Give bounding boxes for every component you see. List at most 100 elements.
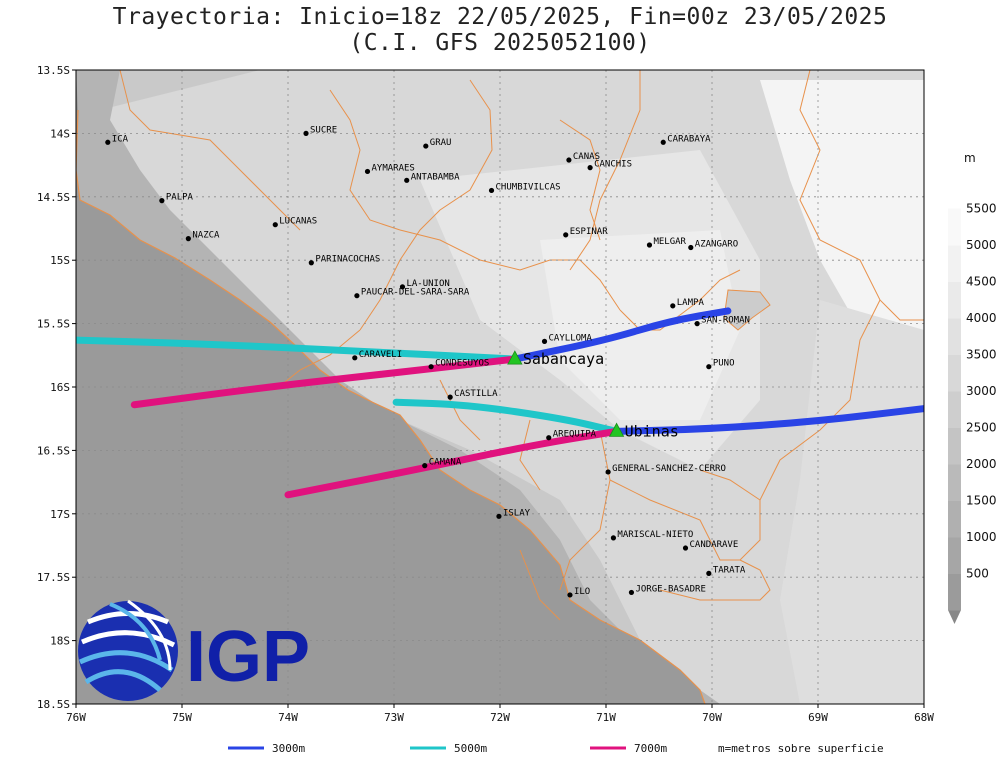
volcano-icon — [608, 422, 625, 437]
igp-logo: IGP — [78, 599, 310, 701]
colorbar-segment — [948, 208, 961, 246]
x-tick-label: 73W — [384, 711, 404, 724]
colorbar-segment — [948, 281, 961, 319]
place-dot — [422, 463, 428, 469]
place-dot — [563, 232, 569, 238]
place-label: ISLAY — [503, 508, 531, 518]
x-tick-label: 68W — [914, 711, 934, 724]
place-dot — [185, 236, 191, 242]
map-title-line2: (C.I. GFS 2025052100) — [349, 30, 651, 56]
place-dot — [428, 364, 434, 370]
colorbar-segment — [948, 500, 961, 538]
place-label: ILO — [574, 587, 590, 597]
x-tick-label: 69W — [808, 711, 828, 724]
place-label: CARAVELI — [359, 350, 402, 360]
place-label: MARISCAL-NIETO — [617, 530, 693, 540]
place-label: CAMANA — [429, 458, 462, 468]
place-label: TARATA — [713, 565, 746, 575]
place-dot — [272, 222, 278, 228]
elevation-colorbar: 500 1000 1500 2000 2500 3000 3500 4000 4500 5000 5… — [948, 166, 997, 624]
trajectory-7000m — [130, 355, 519, 409]
colorbar-tick-label: 1000 — [966, 530, 997, 544]
place-dot — [364, 168, 371, 175]
place-label: ESPINAR — [570, 227, 609, 237]
colorbar-unit: m — [964, 151, 976, 165]
legend-label: 5000m — [454, 742, 487, 755]
map-title-line1: Trayectoria: Inicio=18z 22/05/2025, Fin=… — [112, 4, 888, 30]
volcano-label: Ubinas — [625, 422, 679, 440]
y-tick-label: 17.5S — [37, 571, 70, 584]
y-tick-label: 16S — [50, 381, 70, 394]
place-label: PUNO — [713, 359, 735, 369]
place-dot — [447, 394, 453, 400]
place-dot — [404, 177, 410, 183]
place-dot — [399, 284, 406, 290]
place-dot — [488, 187, 495, 194]
y-tick-label: 16.5S — [37, 444, 70, 457]
place-dot — [105, 139, 111, 145]
place-dot — [628, 589, 635, 596]
place-dot — [610, 535, 617, 541]
place-label: CAYLLOMA — [549, 333, 593, 343]
place-label: CANCHIS — [594, 160, 632, 170]
place-dot — [159, 198, 165, 204]
colorbar-segment — [948, 573, 961, 611]
place-dot — [694, 321, 700, 327]
colorbar-segment — [948, 427, 961, 465]
admin-boundaries — [76, 70, 924, 704]
place-dot — [670, 303, 676, 309]
terrain-layer — [76, 70, 924, 704]
place-label: SAN-ROMAN — [701, 316, 750, 326]
place-label: PALPA — [166, 193, 194, 203]
place-label: CASTILLA — [454, 389, 498, 399]
colorbar-segment — [948, 464, 961, 501]
place-dot — [308, 260, 314, 266]
trajectory-7000m — [284, 427, 621, 499]
y-tick-label: 13.5S — [37, 64, 70, 77]
place-dot — [587, 165, 593, 171]
place-dot — [354, 293, 360, 299]
volcano-markers: Sabancaya Ubinas — [507, 350, 679, 440]
place-dot — [423, 143, 429, 149]
place-dot — [567, 592, 573, 598]
y-tick-label: 14S — [50, 127, 70, 140]
place-label: CANAS — [573, 152, 600, 162]
place-dot — [546, 435, 552, 441]
place-dot — [541, 338, 548, 344]
colorbar-tick-label: 2000 — [966, 457, 997, 471]
grid-lines — [76, 70, 924, 704]
place-label: GRAU — [430, 138, 452, 148]
place-dot — [646, 242, 653, 248]
place-dot — [682, 545, 689, 551]
place-dot — [566, 157, 572, 163]
colorbar-tick-label: 4500 — [966, 275, 997, 289]
x-tick-label: 71W — [596, 711, 616, 724]
place-label: CARABAYA — [667, 134, 711, 144]
x-tick-label: 72W — [490, 711, 510, 724]
place-dot — [605, 469, 611, 475]
place-label: AREQUIPA — [553, 430, 597, 440]
colorbar-tick-label: 4000 — [966, 311, 997, 325]
colorbar-tick-label: 500 — [966, 567, 989, 581]
volcano-label: Sabancaya — [523, 350, 604, 368]
place-dot — [706, 570, 712, 576]
colorbar-min-arrow — [948, 610, 961, 624]
colorbar-segment — [948, 537, 961, 574]
place-dot — [352, 355, 358, 361]
globe-icon — [78, 599, 178, 701]
trajectory-3000m — [511, 307, 732, 363]
volcano-icon — [507, 350, 523, 365]
place-label: CHUMBIVILCAS — [496, 182, 561, 192]
x-tick-label: 70W — [702, 711, 722, 724]
igp-logo-text: IGP — [186, 617, 310, 697]
place-label: GENERAL-SANCHEZ-CERRO — [612, 464, 726, 474]
place-label: AZANGARO — [695, 240, 738, 250]
colorbar-tick-label: 5500 — [966, 202, 997, 216]
x-tick-label: 76W — [66, 711, 86, 724]
colorbar-segment — [948, 391, 961, 428]
trajectory-5000m — [392, 398, 621, 435]
place-label: CONDESUYOS — [435, 359, 489, 369]
place-label: CANDARAVE — [690, 540, 739, 550]
legend-label: 7000m — [634, 742, 667, 755]
